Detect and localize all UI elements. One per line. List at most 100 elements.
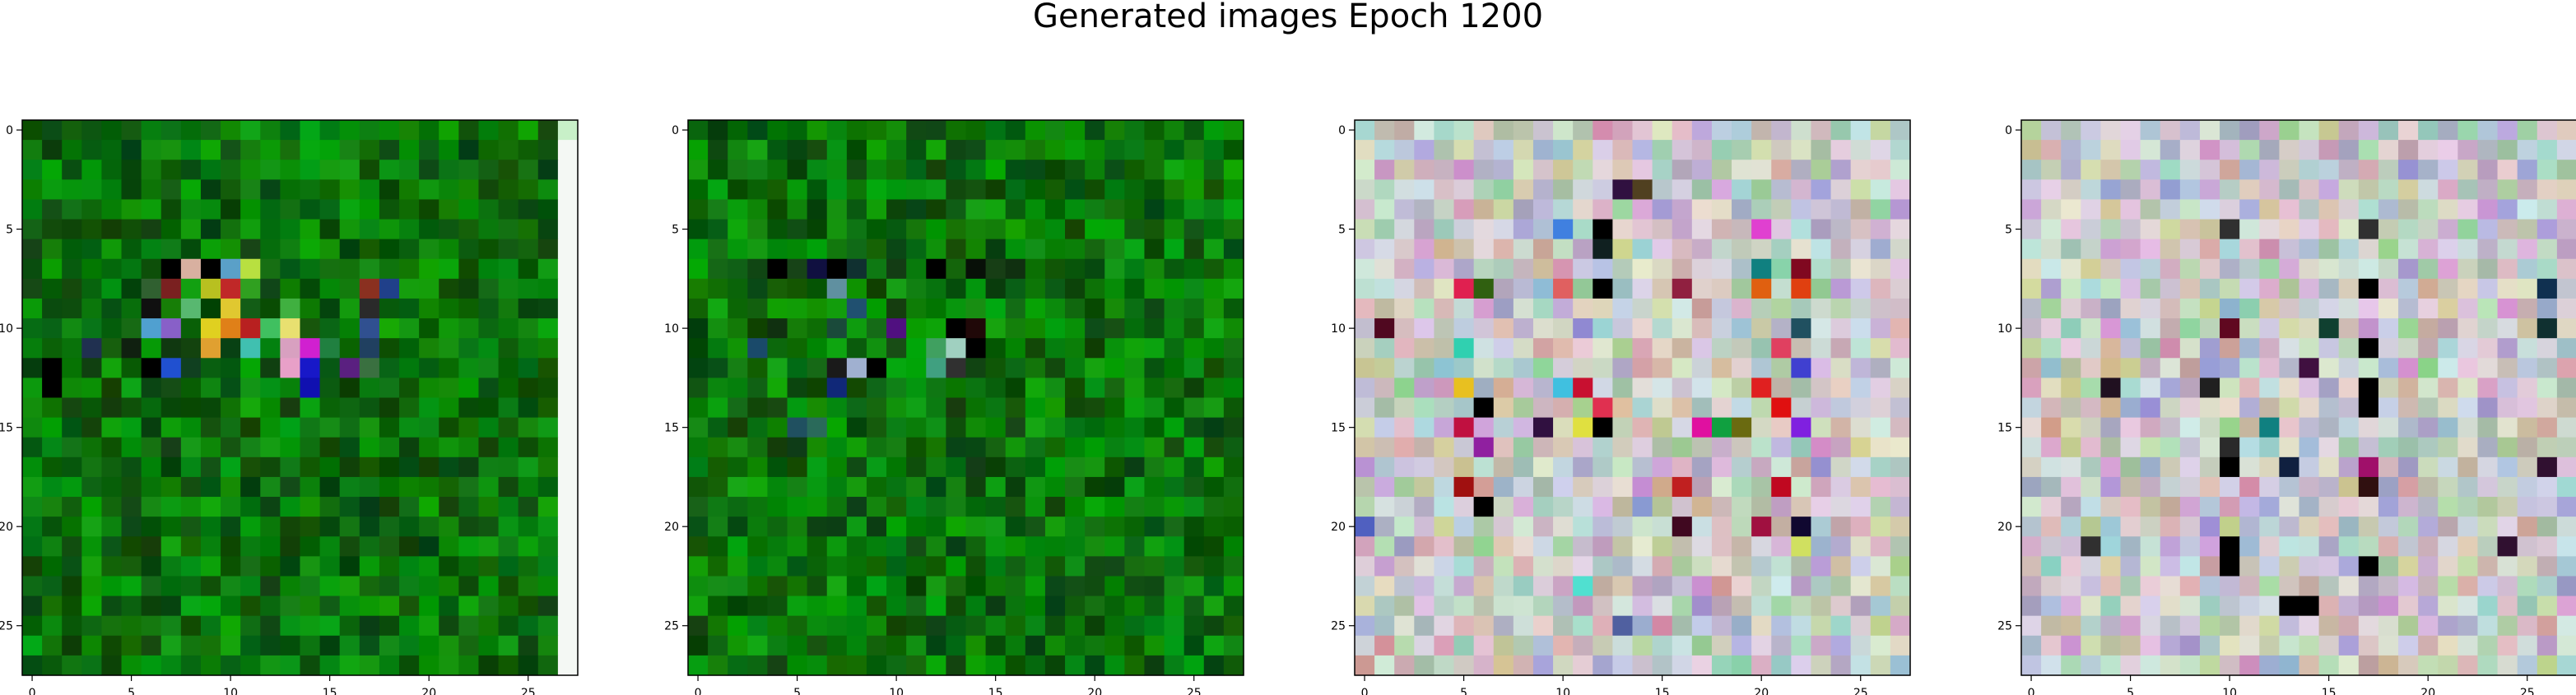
pixel [141,635,162,656]
pixel [2477,635,2499,656]
pixel [1104,338,1125,359]
pixel [946,437,967,458]
pixel [1811,595,1832,617]
pixel [1593,378,1613,399]
pixel [2259,655,2280,676]
pixel [200,298,221,319]
pixel [62,258,82,280]
pixel [200,556,221,577]
pixel [2220,318,2240,339]
pixel [2338,517,2360,537]
pixel [2160,258,2181,280]
pixel [1164,497,1185,517]
pixel [2160,199,2181,220]
pixel [319,358,341,378]
pixel [926,595,946,617]
pixel [81,635,103,656]
pixel [2179,298,2201,319]
pixel [1672,378,1693,399]
pixel [458,655,480,676]
pixel [2477,258,2499,280]
pixel [260,536,281,557]
pixel [1691,517,1713,537]
pixel [2299,219,2320,240]
pixel [557,655,579,676]
pixel [866,456,887,478]
pixel [1573,655,1593,676]
pixel [2021,179,2042,201]
pixel [2259,120,2280,141]
pixel [537,140,559,160]
pixel [1732,318,1752,339]
pixel [160,497,182,517]
pixel [1513,615,1534,637]
pixel [1791,437,1812,458]
pixel [1164,278,1185,299]
pixel [846,517,867,537]
pixel [2457,655,2479,676]
pixel [260,397,281,419]
pixel [498,517,519,537]
pixel [767,595,788,617]
pixel [2179,179,2201,201]
pixel [1830,536,1852,557]
pixel [1593,160,1613,180]
pixel [1085,199,1105,220]
pixel [1144,239,1165,260]
pixel [419,497,439,517]
pixel [1414,456,1435,478]
pixel [2378,140,2399,160]
pixel [2081,397,2102,419]
pixel [2536,595,2558,617]
pixel [2279,338,2300,359]
pixel [985,378,1007,399]
pixel [1203,497,1225,517]
pixel [240,140,261,160]
pixel [1672,556,1693,577]
pixel [1374,160,1395,180]
pixel [419,199,439,220]
pixel [2457,358,2479,378]
pixel [2497,258,2518,280]
pixel [1144,378,1165,399]
pixel [1473,615,1495,637]
pixel [2279,179,2300,201]
pixel [1632,476,1653,498]
pixel [339,635,360,656]
pixel [2299,595,2320,617]
pixel [1732,219,1752,240]
pixel [1164,160,1185,180]
pixel [141,160,162,180]
pixel [2457,219,2479,240]
pixel [2477,615,2499,637]
pixel [498,397,519,419]
pixel [1183,179,1205,201]
pixel [1811,298,1832,319]
pixel [1513,437,1534,458]
pixel [2457,456,2479,478]
pixel [1453,278,1475,299]
pixel [807,140,828,160]
pixel [1183,576,1205,597]
pixel [478,258,500,280]
pixel [2536,278,2558,299]
pixel [1593,437,1613,458]
pixel [1183,298,1205,319]
pixel [2160,318,2181,339]
pixel [498,258,519,280]
pixel [2517,120,2538,141]
pixel [180,378,202,399]
pixel [826,278,848,299]
pixel [1203,358,1225,378]
pixel [1453,397,1475,419]
pixel [807,576,828,597]
pixel [1850,378,1872,399]
pixel [2477,140,2499,160]
pixel [2279,199,2300,220]
pixel [1453,258,1475,280]
pixel [1453,239,1475,260]
pixel [1085,278,1105,299]
pixel [767,456,788,478]
pixel [1355,576,1375,597]
pixel [1632,378,1653,399]
